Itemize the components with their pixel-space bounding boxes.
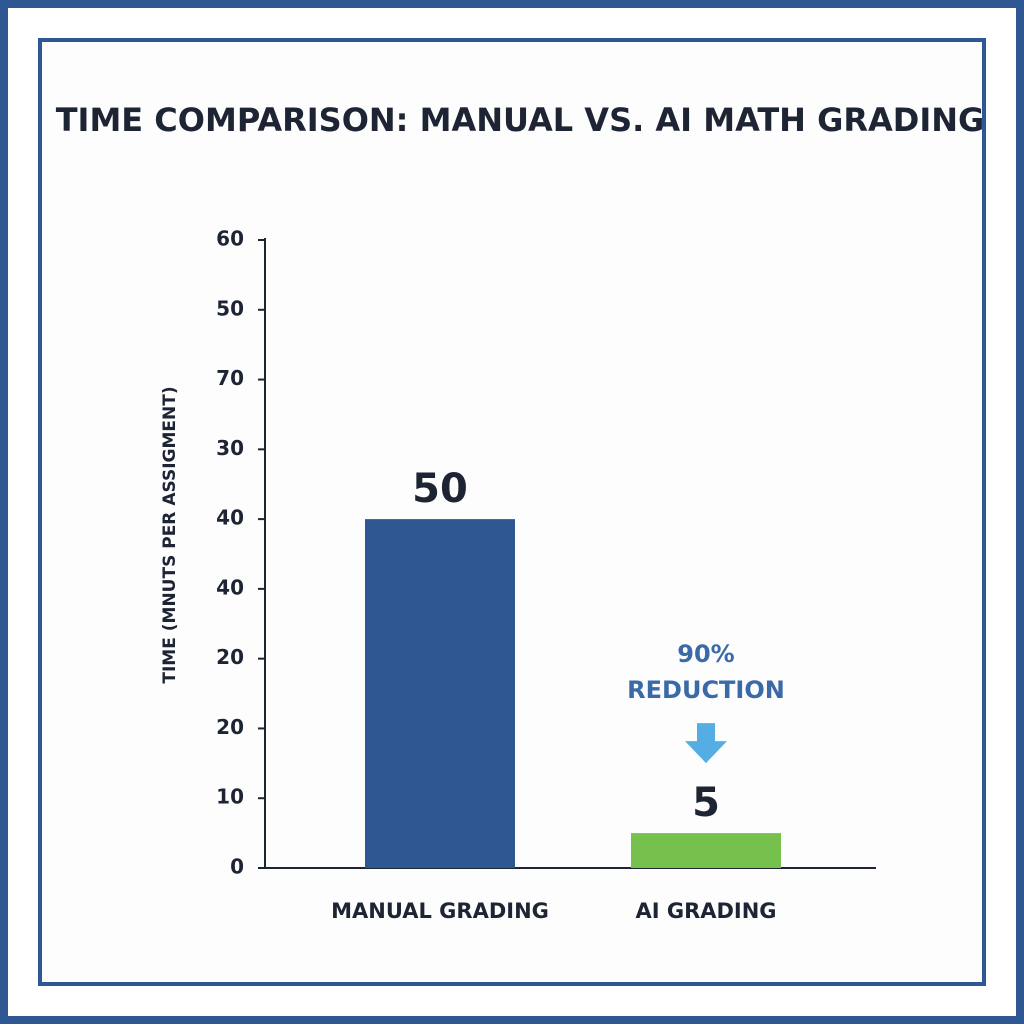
value-label: 50 bbox=[412, 466, 468, 512]
value-label: 5 bbox=[692, 780, 720, 826]
bar bbox=[631, 833, 781, 868]
x-tick-label: MANUAL GRADING bbox=[331, 899, 549, 923]
reduction-arrow bbox=[685, 723, 727, 764]
bar bbox=[365, 519, 515, 868]
y-tick-label: 20 bbox=[216, 715, 244, 739]
y-tick-label: 0 bbox=[230, 855, 244, 879]
y-tick-label: 60 bbox=[216, 227, 244, 251]
y-tick-label: 20 bbox=[216, 645, 244, 669]
y-tick-label: 40 bbox=[216, 506, 244, 530]
x-tick-label: AI GRADING bbox=[635, 899, 776, 923]
y-tick-label: 40 bbox=[216, 575, 244, 599]
annotation-text: 90% bbox=[677, 640, 734, 668]
y-tick-label: 10 bbox=[216, 785, 244, 809]
y-tick-label: 70 bbox=[216, 366, 244, 390]
chart-title: TIME COMPARISON: MANUAL VS. AI MATH GRAD… bbox=[56, 101, 985, 139]
y-tick-label: 50 bbox=[216, 296, 244, 320]
y-axis-label: TIME (MNUTS PER ASSIGMENT) bbox=[160, 386, 180, 683]
y-tick-label: 30 bbox=[216, 436, 244, 460]
annotation-text: REDUCTION bbox=[627, 676, 785, 704]
